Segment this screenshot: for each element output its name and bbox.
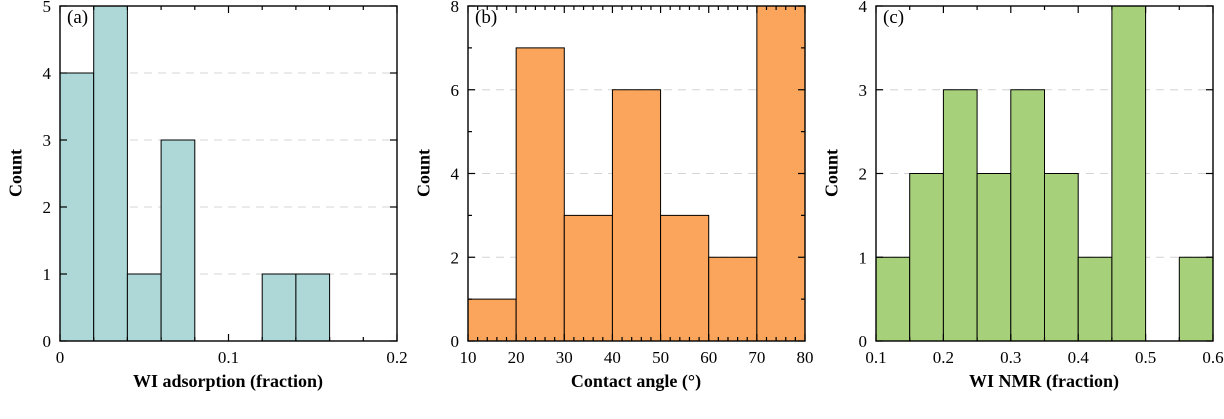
svg-text:70: 70	[748, 348, 765, 367]
svg-text:0.5: 0.5	[1135, 348, 1156, 367]
svg-text:5: 5	[43, 0, 52, 16]
svg-text:4: 4	[43, 64, 52, 83]
svg-text:0.2: 0.2	[386, 348, 407, 367]
svg-text:0: 0	[56, 348, 65, 367]
x-axis-title-b: Contact angle (°)	[570, 371, 702, 391]
svg-text:1: 1	[859, 248, 868, 267]
x-axis-title-c: WI NMR (fraction)	[969, 371, 1119, 391]
svg-text:4: 4	[451, 165, 460, 184]
svg-text:0: 0	[451, 332, 460, 351]
y-axis-title-b: Count	[413, 148, 434, 198]
panel-b: 10 20 30 40 50 60 70 80 0 2 4 6 8 Contact angle (°) …	[408, 0, 816, 419]
histogram-c-plot: 0.1 0.2 0.3 0.4 0.5 0.6 0 1 2 3 4	[859, 0, 1224, 367]
svg-text:2: 2	[43, 198, 52, 217]
panel-label-c: (c)	[883, 7, 905, 28]
svg-text:3: 3	[859, 81, 868, 100]
svg-text:20: 20	[508, 348, 525, 367]
svg-text:40: 40	[604, 348, 621, 367]
svg-text:8: 8	[451, 0, 460, 16]
svg-text:0: 0	[43, 332, 52, 351]
svg-text:6: 6	[451, 81, 460, 100]
svg-text:0.1: 0.1	[218, 348, 239, 367]
svg-text:3: 3	[43, 131, 52, 150]
panel-a: 0 0.1 0.2 0 1 2 3 4 5 WI adsorption (fraction) C…	[0, 0, 408, 419]
svg-text:2: 2	[451, 248, 460, 267]
histogram-a-plot: 0 0.1 0.2 0 1 2 3 4 5	[43, 0, 408, 367]
svg-text:0.1: 0.1	[865, 348, 886, 367]
histogram-b-plot: 10 20 30 40 50 60 70 80 0 2 4 6 8	[451, 0, 814, 367]
y-axis-title-a: Count	[5, 148, 26, 198]
svg-text:0: 0	[859, 332, 868, 351]
svg-text:30: 30	[556, 348, 573, 367]
panel-c: 0.1 0.2 0.3 0.4 0.5 0.6 0 1 2 3 4 WI NMR (fraction…	[816, 0, 1224, 419]
svg-text:2: 2	[859, 165, 868, 184]
svg-text:50: 50	[652, 348, 669, 367]
svg-text:60: 60	[700, 348, 717, 367]
y-axis-title-c: Count	[821, 148, 842, 198]
svg-text:0.4: 0.4	[1068, 348, 1090, 367]
x-axis-title-a: WI adsorption (fraction)	[133, 371, 323, 391]
svg-text:0.6: 0.6	[1202, 348, 1223, 367]
svg-text:0.3: 0.3	[1000, 348, 1021, 367]
panel-label-b: (b)	[475, 7, 498, 28]
svg-text:4: 4	[859, 0, 868, 16]
panel-label-a: (a)	[67, 7, 89, 28]
svg-text:1: 1	[43, 265, 52, 284]
svg-text:0.2: 0.2	[933, 348, 954, 367]
svg-text:80: 80	[797, 348, 814, 367]
svg-text:10: 10	[460, 348, 477, 367]
